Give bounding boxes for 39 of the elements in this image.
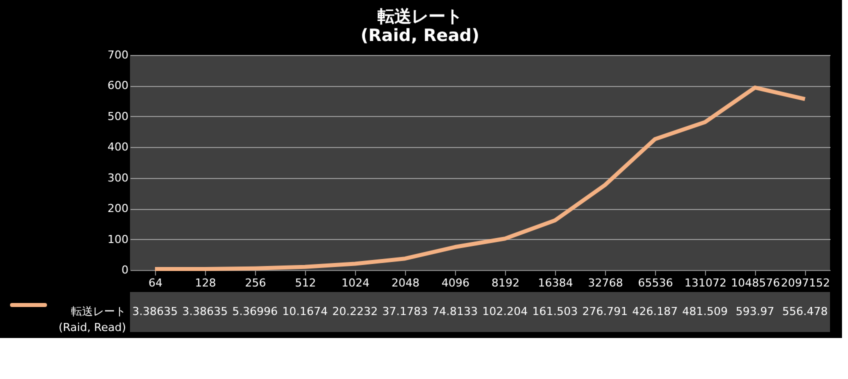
data-label: 37.1783 [382,305,428,318]
x-tick-label: 131072 [684,276,726,290]
x-tick-label: 128 [195,276,216,290]
x-tick-label: 32768 [588,276,623,290]
x-tick-label: 8192 [492,276,520,290]
legend-label: 転送レート (Raid, Read) [58,305,126,334]
x-tick-label: 256 [245,276,266,290]
chart-title: 転送レート (Raid, Read) [360,7,480,46]
x-tick-label: 65536 [638,276,673,290]
data-label: 161.503 [532,305,578,318]
line-series [153,86,807,271]
x-tick-label: 1048576 [731,276,780,290]
x-tick-label: 1024 [342,276,370,290]
data-label: 74.8133 [432,305,478,318]
x-tick-label: 4096 [442,276,470,290]
data-label: 10.1674 [282,305,328,318]
y-tick-label: 600 [108,79,128,92]
data-label: 593.97 [736,305,774,318]
data-label: 426.187 [632,305,678,318]
data-label: 276.791 [582,305,628,318]
x-tick-label: 2097152 [781,276,830,290]
y-tick-label: 300 [108,171,128,184]
y-tick-label: 0 [122,264,128,276]
y-tick-label: 400 [108,140,128,154]
x-tick-label: 512 [295,276,316,290]
data-label: 3.38635 [182,305,228,318]
x-tick-label: 16384 [538,276,573,290]
data-label: 556.478 [782,305,828,318]
x-tick-label: 64 [148,276,162,290]
data-label: 481.509 [682,305,728,318]
x-tick-label: 2048 [392,276,420,290]
data-label: 3.38635 [132,305,178,318]
y-tick-label: 500 [108,110,128,123]
y-tick-label: 100 [108,232,128,246]
y-tick-label: 200 [108,202,128,216]
data-label: 5.36996 [232,305,278,318]
data-label: 20.2232 [332,305,378,318]
y-tick-label: 700 [108,48,128,62]
data-label: 102.204 [482,305,528,318]
